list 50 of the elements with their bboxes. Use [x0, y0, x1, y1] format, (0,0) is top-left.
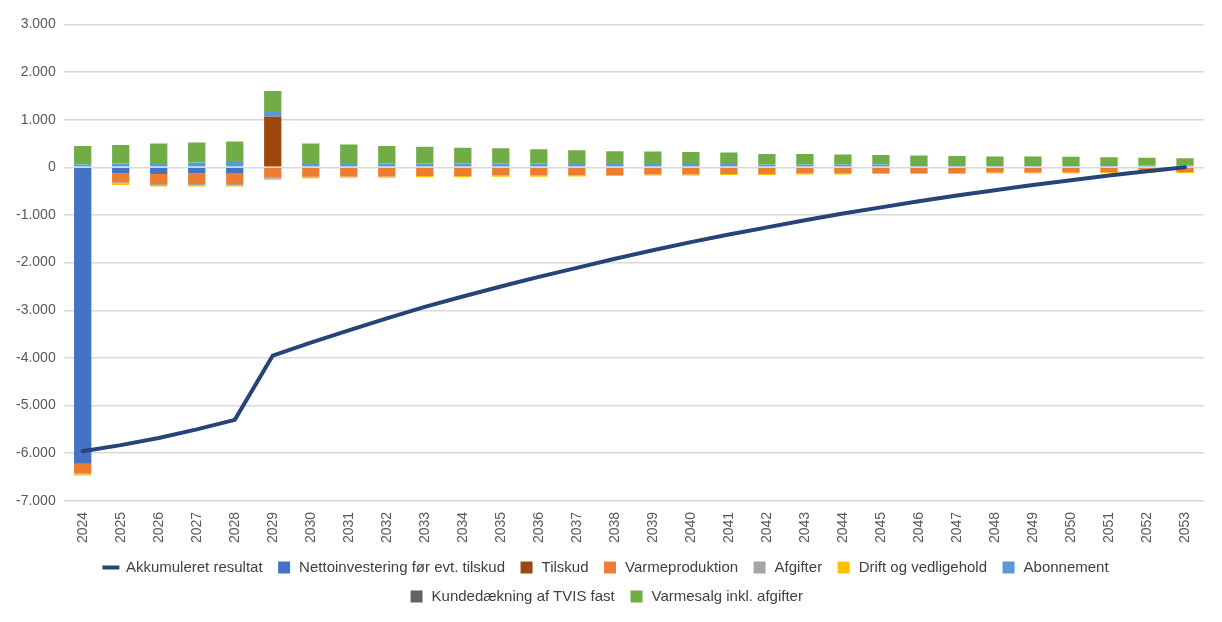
x-tick-label: 2042	[757, 511, 774, 544]
legend-label: Tilskud	[541, 557, 589, 575]
x-tick-label: 2048	[985, 511, 1002, 544]
legend-label: Afgifter	[774, 557, 823, 575]
x-tick-label: 2030	[301, 511, 318, 544]
y-tick-label: -6.000	[15, 444, 56, 461]
x-tick-label: 2040	[681, 511, 698, 544]
legend-label: Kundedækning af TVIS fast	[431, 586, 616, 604]
y-tick-label: -4.000	[15, 348, 56, 365]
x-tick-label: 2047	[947, 511, 964, 544]
y-tick-label: -3.000	[15, 301, 56, 318]
x-tick-label: 2041	[719, 511, 736, 544]
legend-label: Varmesalg inkl. afgifter	[651, 586, 803, 604]
y-tick-label: -7.000	[15, 491, 56, 508]
x-tick-label: 2036	[529, 511, 546, 544]
legend-label: Drift og vedligehold	[858, 557, 988, 575]
x-tick-label: 2034	[453, 511, 470, 544]
x-tick-label: 2053	[1175, 511, 1192, 544]
y-tick-label: -1.000	[15, 205, 56, 222]
x-tick-label: 2051	[1099, 511, 1116, 544]
x-tick-label: 2027	[187, 511, 204, 544]
x-tick-label: 2045	[871, 511, 888, 544]
x-tick-label: 2033	[415, 511, 432, 544]
legend-label: Abonnement	[1023, 557, 1110, 575]
legend-label: Akkumuleret resultat	[125, 557, 264, 575]
y-tick-label: 0	[47, 158, 56, 175]
x-tick-label: 2037	[567, 511, 584, 544]
y-tick-label: -2.000	[15, 253, 56, 270]
x-tick-label: 2046	[909, 511, 926, 544]
x-tick-label: 2035	[491, 511, 508, 544]
y-tick-label: 2.000	[20, 62, 56, 79]
x-tick-label: 2039	[643, 511, 660, 544]
x-tick-label: 2026	[149, 511, 166, 544]
x-tick-label: 2031	[339, 511, 356, 544]
y-tick-label: 1.000	[20, 110, 56, 127]
legend-label: Varmeproduktion	[624, 557, 739, 575]
x-tick-label: 2044	[833, 511, 850, 544]
x-tick-label: 2024	[73, 511, 90, 544]
x-tick-label: 2028	[225, 511, 242, 544]
x-tick-label: 2043	[795, 511, 812, 544]
y-tick-label: -5.000	[15, 396, 56, 413]
x-tick-label: 2025	[111, 511, 128, 544]
x-tick-label: 2029	[263, 511, 280, 544]
x-tick-label: 2049	[1023, 511, 1040, 544]
legend-label: Nettoinvestering før evt. tilskud	[299, 557, 506, 575]
x-tick-label: 2032	[377, 511, 394, 544]
y-tick-label: 3.000	[20, 15, 56, 32]
x-tick-label: 2038	[605, 511, 622, 544]
x-tick-label: 2052	[1137, 511, 1154, 544]
x-tick-label: 2050	[1061, 511, 1078, 544]
